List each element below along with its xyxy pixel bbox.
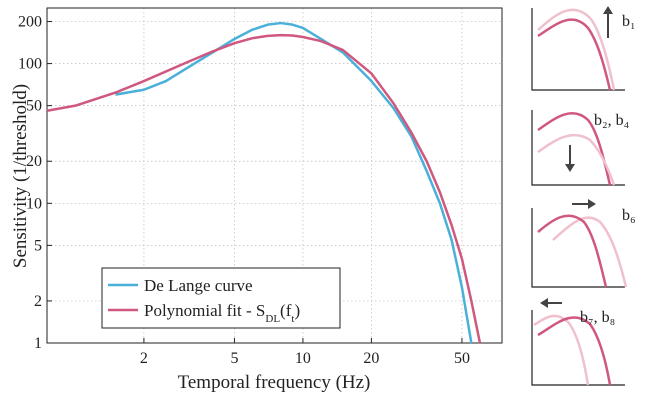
legend-box bbox=[101, 267, 341, 329]
y-tick-label: 2 bbox=[34, 293, 42, 310]
x-tick-label: 10 bbox=[295, 350, 311, 367]
y-tick-label: 1 bbox=[34, 335, 42, 352]
series-line bbox=[115, 21, 473, 344]
panel: b₆ bbox=[531, 199, 636, 288]
y-tick-label: 20 bbox=[26, 153, 42, 170]
panel: b₁ bbox=[531, 6, 636, 91]
legend-label-part: (f bbox=[280, 301, 292, 320]
legend-label-part: t bbox=[291, 313, 294, 325]
x-tick-label: 20 bbox=[363, 350, 379, 367]
legend-label-part: DL bbox=[265, 313, 280, 325]
plot: 2 5 10 20 50 1 2 5 10 20 50 100 200 De Lange curve Pol… bbox=[18, 7, 503, 367]
legend-label-part: ) bbox=[294, 301, 300, 320]
plot-frame bbox=[46, 7, 503, 344]
x-tick-label: 50 bbox=[454, 350, 470, 367]
panel: b₂, b₄ bbox=[531, 110, 630, 186]
series-line bbox=[46, 33, 482, 344]
legend-label: De Lange curve bbox=[144, 276, 253, 295]
panel-label: b₂, b₄ bbox=[594, 112, 630, 129]
panel-label: b₆ bbox=[622, 207, 636, 224]
y-tick-label: 200 bbox=[18, 14, 42, 31]
y-tick-label: 100 bbox=[18, 56, 42, 73]
y-tick-label: 10 bbox=[26, 195, 42, 212]
x-tick-label: 5 bbox=[230, 350, 238, 367]
panel-label: b₇, b₈ bbox=[580, 309, 615, 326]
y-tick-label: 50 bbox=[26, 98, 42, 115]
panel-label: b₁ bbox=[622, 13, 636, 30]
legend-label-part: Polynomial fit - S bbox=[144, 301, 265, 320]
legend-label: Polynomial fit - SDL(ft) bbox=[144, 301, 300, 325]
panel: b₇, b₈ bbox=[531, 298, 625, 386]
x-tick-label: 2 bbox=[140, 350, 148, 367]
x-axis-label: Temporal frequency (Hz) bbox=[178, 372, 371, 393]
y-tick-label: 5 bbox=[34, 237, 42, 254]
y-axis-label: Sensitivity (1/threshold) bbox=[10, 84, 31, 268]
